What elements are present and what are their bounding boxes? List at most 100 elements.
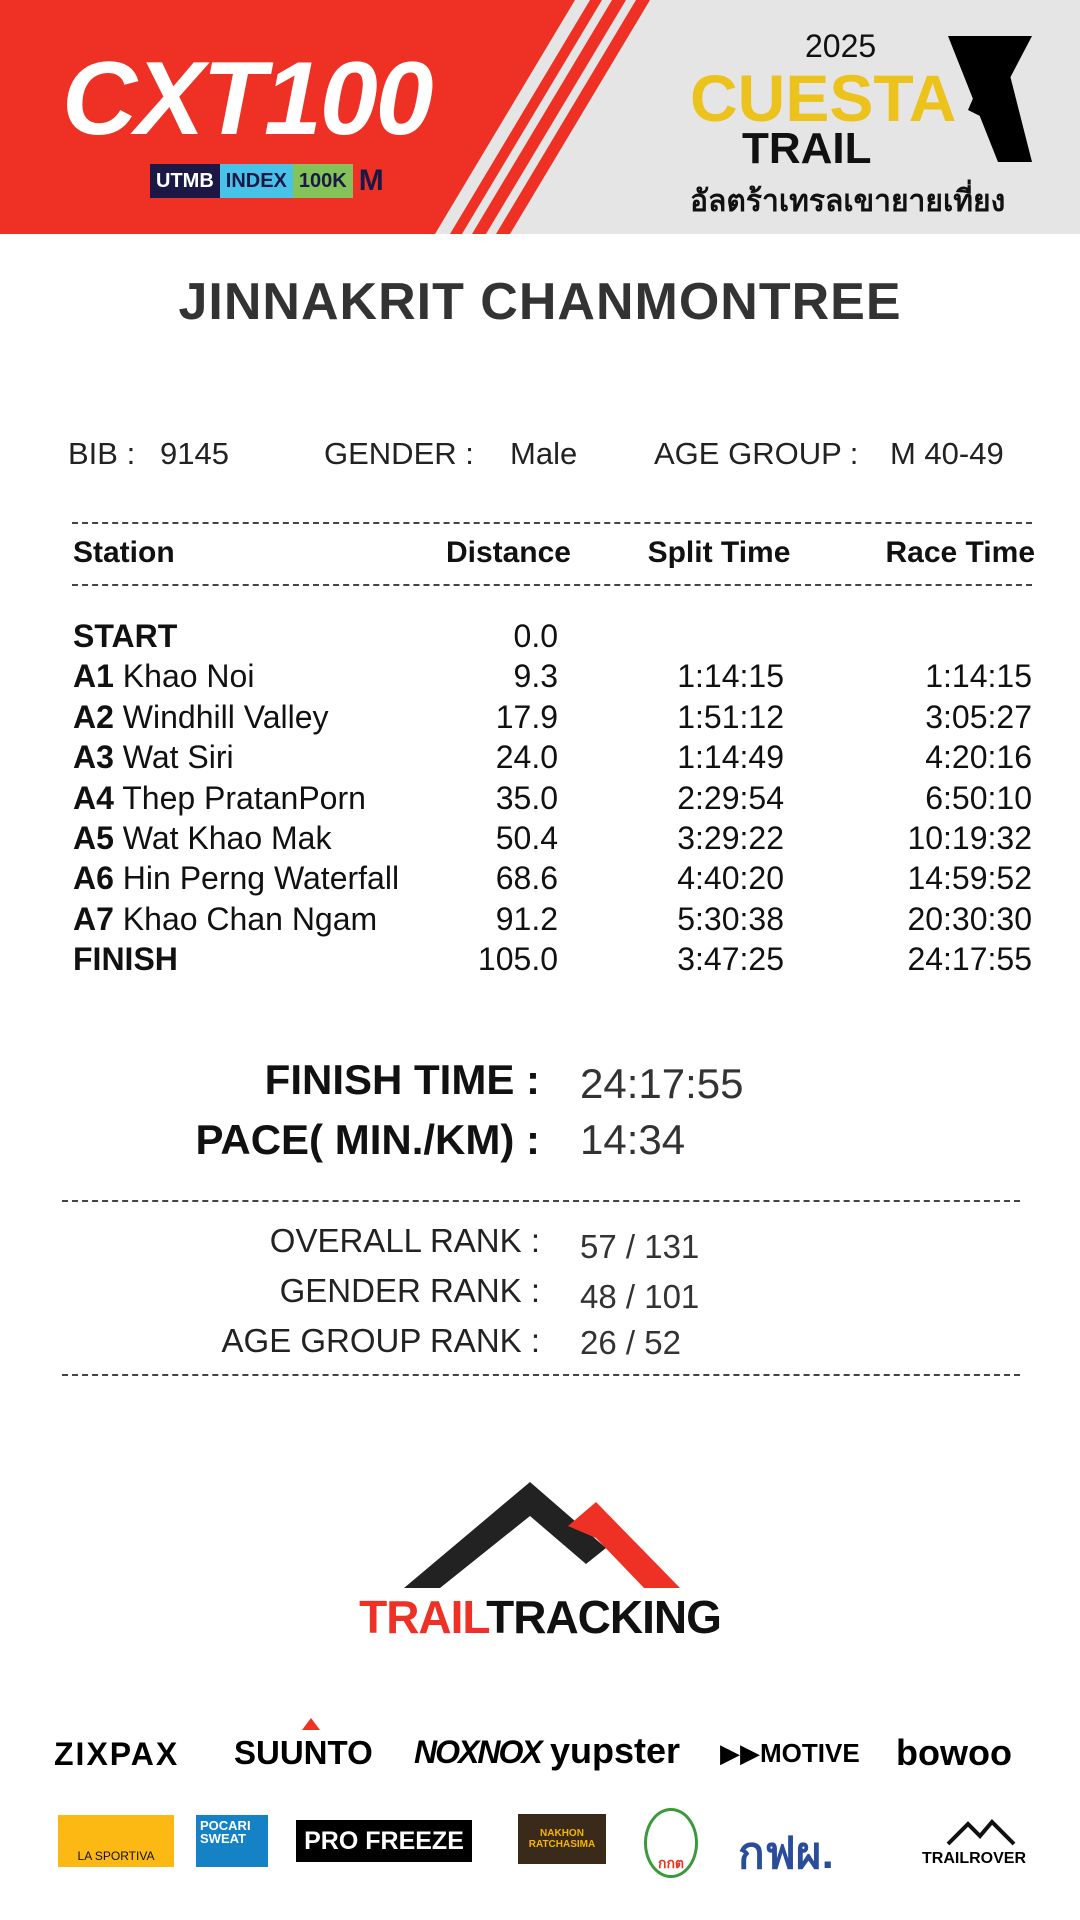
age-group-rank-value: 26 / 52 [580, 1324, 681, 1361]
station-race-time: 6:50:10 [925, 779, 1032, 816]
station-label: Wat Khao Mak [122, 820, 332, 856]
station-distance: 91.2 [495, 900, 558, 937]
station-distance: 50.4 [495, 820, 558, 856]
age-group-value: M 40-49 [890, 436, 1004, 471]
overall-rank-value: 57 / 131 [580, 1228, 700, 1265]
station-name: A5 Wat Khao Mak [73, 818, 331, 858]
bib-value: 9145 [160, 436, 229, 471]
sponsor-bowoo: bowoo [896, 1732, 1012, 1773]
logo-part-trail: TRAIL [359, 1591, 487, 1643]
station-code: A4 [73, 779, 114, 816]
sponsor-ect-emblem: กกต [644, 1808, 698, 1878]
station-name: FINISH [73, 939, 178, 979]
station-distance: 105.0 [477, 941, 558, 978]
trailtracking-mountain-icon [404, 1482, 680, 1588]
trailtracking-logo: TRAILTRACKING [0, 1590, 1080, 1644]
finish-time-value: 24:17:55 [580, 1060, 744, 1107]
station-race-time: 24:17:55 [907, 941, 1032, 978]
station-code: A2 [73, 698, 114, 735]
station-name: A4 Thep PratanPorn [73, 778, 366, 818]
station-split-time: 3:47:25 [677, 941, 784, 978]
cxt100-logo: CXT100 [62, 41, 434, 157]
sponsor-noxnox: NOXNOX [414, 1734, 543, 1770]
banner-stripes [0, 0, 1032, 234]
station-race-time: 3:05:27 [925, 698, 1032, 735]
station-label: Hin Perng Waterfall [122, 860, 400, 897]
header-banner: CXT100 UTMB INDEX 100K M 2025 CUESTA TRA… [0, 0, 1080, 234]
suunto-triangle-icon [302, 1718, 320, 1730]
divider [72, 522, 1032, 524]
station-code: A3 [73, 739, 114, 776]
station-label: Windhill Valley [122, 698, 329, 735]
station-label: Khao Chan Ngam [122, 900, 378, 937]
station-label: Wat Siri [122, 739, 234, 776]
col-race-time: Race Time [885, 536, 1035, 569]
pace-value: 14:34 [580, 1116, 686, 1163]
divider [72, 584, 1032, 586]
event-subtitle: TRAIL [742, 124, 872, 173]
station-race-time: 10:19:32 [907, 820, 1032, 856]
bib-label: BIB : [68, 436, 136, 471]
station-code: START [73, 618, 178, 654]
station-name: START [73, 616, 177, 656]
station-code: A1 [73, 658, 114, 695]
station-split-time [584, 616, 784, 656]
utmb-badge: UTMB [150, 164, 220, 198]
gender-rank-label: GENDER RANK : [279, 1272, 540, 1309]
station-distance: 0.0 [513, 618, 558, 654]
divider [62, 1200, 1020, 1202]
station-name: A1 Khao Noi [73, 656, 254, 696]
utmb-badges: UTMB INDEX 100K M [150, 164, 390, 198]
m-badge: M [358, 164, 384, 197]
index-badge: INDEX [219, 164, 293, 198]
station-name: A7 Khao Chan Ngam [73, 899, 377, 939]
runner-name: JINNAKRIT CHANMONTREE [178, 273, 902, 331]
divider [62, 1374, 1020, 1376]
station-race-time: 1:14:15 [925, 658, 1032, 695]
station-race-time: 20:30:30 [907, 900, 1032, 937]
station-code: FINISH [73, 941, 178, 978]
station-race-time [832, 616, 1032, 656]
station-label: Thep PratanPorn [122, 779, 366, 816]
logo-part-tracking: TRACKING [486, 1591, 722, 1643]
station-distance: 35.0 [495, 779, 558, 816]
gender-rank-value: 48 / 101 [580, 1278, 700, 1315]
station-code: A5 [73, 820, 114, 856]
station-distance: 9.3 [513, 658, 558, 695]
station-split-time: 3:29:22 [677, 820, 784, 856]
age-group-label: AGE GROUP : [654, 436, 859, 471]
station-name: A3 Wat Siri [73, 737, 234, 777]
station-split-time: 2:29:54 [677, 779, 784, 816]
event-year: 2025 [805, 28, 877, 64]
station-split-time: 1:51:12 [677, 698, 784, 735]
sponsor-motive: ▶▶MOTIVE [720, 1738, 860, 1768]
event-thai-title: อัลตร้าเทรลเขายายเที่ยง [690, 185, 1006, 218]
sponsor-yupster: yupster [550, 1730, 681, 1771]
trailrover-mountain-icon [946, 1819, 1016, 1846]
gender-value: Male [510, 436, 578, 471]
station-split-time: 4:40:20 [677, 860, 784, 897]
station-distance: 17.9 [495, 698, 558, 735]
sponsor-pro-freeze: PRO FREEZE [296, 1820, 472, 1862]
finish-time-label: FINISH TIME : [264, 1056, 540, 1103]
col-distance: Distance [445, 536, 571, 569]
station-label: Khao Noi [122, 658, 255, 695]
sponsor-suunto: SUUNTO [234, 1734, 373, 1771]
station-race-time: 4:20:16 [925, 739, 1032, 776]
station-race-time: 14:59:52 [907, 860, 1032, 897]
distance-badge: 100K [292, 164, 353, 198]
station-distance: 24.0 [495, 739, 558, 776]
station-split-time: 5:30:38 [677, 900, 784, 937]
sponsor-egat: กฟผ. [738, 1829, 834, 1878]
sponsor-trailrover: TRAILROVER [922, 1850, 1026, 1867]
station-name: A2 Windhill Valley [73, 697, 329, 737]
sponsor-pocari-sweat: POCARI SWEAT [196, 1815, 268, 1867]
station-code: A7 [73, 900, 114, 937]
gender-label: GENDER : [324, 436, 474, 471]
col-split-time: Split Time [647, 536, 791, 569]
sponsor-zixpax: ZIXPAX [54, 1736, 180, 1772]
age-group-rank-label: AGE GROUP RANK : [221, 1322, 540, 1359]
station-split-time: 1:14:15 [677, 658, 784, 695]
station-name: A6 Hin Perng Waterfall [73, 858, 399, 898]
col-station: Station [73, 536, 175, 569]
